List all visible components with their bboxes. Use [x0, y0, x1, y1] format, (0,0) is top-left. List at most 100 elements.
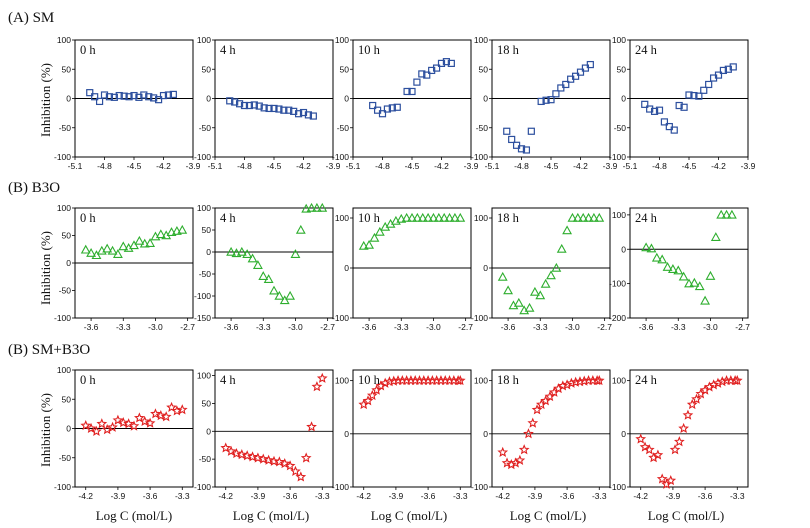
panel-2-0-ytick-label: -50	[59, 453, 72, 463]
panel-1-2-point	[439, 212, 450, 222]
panel-0-2-point	[447, 59, 455, 68]
panel-2-4-point	[716, 376, 728, 387]
panel-0-1-point	[290, 107, 298, 115]
panel-2-0-xtick-label: -3.6	[143, 491, 158, 501]
panel-0-0-ytick-label: 50	[62, 64, 72, 74]
panel-0-3-xtick-label: -4.8	[514, 161, 529, 171]
panel-0-0-xtick-label: -3.9	[186, 161, 201, 171]
panel-1-3-point	[594, 212, 605, 222]
panel-1-2-ytick-label: 100	[335, 213, 349, 223]
panel-1-4-point	[700, 295, 711, 305]
panel-0-1-xtick-label: -4.2	[296, 161, 311, 171]
panel-2-3-point	[566, 377, 577, 388]
panel-2-3-point	[518, 444, 530, 455]
panel-2-4-point	[635, 433, 647, 444]
panel-2-3-ytick-label: -100	[471, 482, 488, 492]
panel-1-1-frame	[214, 207, 334, 319]
panel-1-2-xtick-label: -3.3	[394, 322, 409, 332]
panel-0-3-point	[503, 127, 511, 135]
panel-0-2-ytick-label: 100	[335, 35, 349, 45]
panel-2-3-xtick-label: -3.9	[528, 491, 543, 501]
panel-0-1-point	[294, 110, 303, 118]
panel-0-3-title: 18 h	[497, 43, 520, 57]
panel-1-1: 4 h -150 -100 -50 0 50 100 -3.6 -3.3 -3.0 -2.7	[194, 202, 335, 332]
panel-0-1-point	[245, 101, 254, 110]
panel-0-0-point	[100, 91, 109, 99]
panel-0-0-point	[120, 92, 128, 100]
panel-1-0-point	[150, 231, 161, 241]
panel-0-2-ytick-label: -100	[332, 152, 349, 162]
panel-1-4: 24 h -200 -100 0 100 -3.6 -3.3 -3.0 -2.7	[609, 207, 750, 332]
panel-2-4-xtick-label: -3.6	[698, 491, 713, 501]
panel-2-3-title: 18 h	[497, 373, 520, 387]
panel-0-2-point	[408, 87, 416, 96]
panel-0-4-point	[714, 71, 723, 79]
panel-0-3-xtick-label: -4.5	[544, 161, 559, 171]
panel-1-0-xtick-label: -3.3	[116, 322, 131, 332]
panel-2-4-point	[731, 375, 743, 386]
panel-0-3-point	[552, 90, 560, 98]
panel-1-3-point	[529, 286, 540, 296]
panel-0-0-point	[154, 96, 163, 104]
panel-0-1-point	[231, 98, 239, 106]
panel-2-4-point	[652, 449, 664, 460]
panel-1-1-point	[306, 202, 317, 212]
y-axis-label-row-b: Inhibition (%)	[38, 231, 53, 305]
panel-1-1-point	[263, 274, 274, 284]
panel-1-0-point	[112, 249, 123, 258]
panel-1-3-point	[583, 212, 594, 222]
panel-2-1-ytick-label: 0	[206, 426, 211, 436]
panel-1-4-point	[726, 209, 737, 219]
panel-0-3-ytick-label: 50	[479, 64, 489, 74]
panel-0-1-title: 4 h	[220, 43, 236, 57]
panel-1-2-point	[417, 212, 428, 222]
panel-1-4-ytick-label: 100	[612, 210, 626, 220]
panel-0-0-xtick-label: -5.1	[68, 161, 83, 171]
panel-0-1-xtick-label: -3.9	[326, 161, 341, 171]
panel-1-2-ytick-label: 0	[344, 263, 349, 273]
x-axis-label-col-1: Log C (mol/L)	[96, 508, 173, 523]
panel-1-1-title: 4 h	[220, 211, 236, 225]
panel-2-4-point	[708, 379, 720, 390]
panel-0-3-ytick-label: 0	[483, 94, 488, 104]
panel-1-2-xtick-label: -2.7	[458, 322, 473, 332]
panel-2-2-ytick-label: 0	[344, 429, 349, 439]
panel-2-4-ytick-label: 100	[612, 376, 626, 386]
panel-2-3-xtick-label: -3.3	[592, 491, 607, 501]
panel-2-3-point	[531, 404, 543, 415]
panel-0-3-point	[537, 97, 545, 106]
panel-1-2-point	[449, 212, 460, 222]
panel-1-3-point	[572, 212, 583, 222]
panel-0-4-point	[670, 126, 678, 134]
panel-1-3-point	[556, 243, 567, 253]
panel-2-2-point	[362, 395, 374, 406]
panel-0-0-point	[110, 93, 118, 101]
panel-1-0-ytick-label: 100	[57, 203, 71, 213]
panel-2-3-point	[578, 375, 590, 386]
panel-0-1-ytick-label: -100	[194, 152, 211, 162]
panel-0-2-point	[369, 101, 377, 110]
panel-1-3-ytick-label: 0	[483, 263, 488, 273]
panel-0-2-point	[383, 105, 392, 113]
panel-2-1-point	[225, 445, 237, 456]
panel-1-3-point	[540, 278, 551, 288]
panel-2-1-point	[284, 460, 296, 471]
panel-1-2-point	[433, 212, 444, 222]
panel-2-0-ytick-label: 100	[57, 365, 71, 375]
panel-1-2-point	[374, 226, 385, 236]
panel-1-1-xtick-label: -3.0	[288, 322, 303, 332]
panel-2-1-xtick-label: -3.3	[315, 491, 330, 501]
panel-0-3-point	[522, 146, 531, 154]
panel-2-4-frame	[629, 369, 749, 488]
panel-0-4-point	[660, 118, 669, 126]
panel-2-2-title: 10 h	[358, 373, 381, 387]
panel-2-1-point	[241, 450, 253, 461]
panel-0-1-ytick-label: -50	[199, 123, 212, 133]
panel-2-0-point	[155, 409, 167, 421]
panel-2-0-ytick-label: -100	[54, 482, 71, 492]
panel-2-2-frame	[352, 369, 472, 488]
panel-2-1-point	[257, 453, 269, 464]
panel-1-3-xtick-label: -2.7	[597, 322, 612, 332]
panel-0-1-point	[260, 104, 268, 112]
